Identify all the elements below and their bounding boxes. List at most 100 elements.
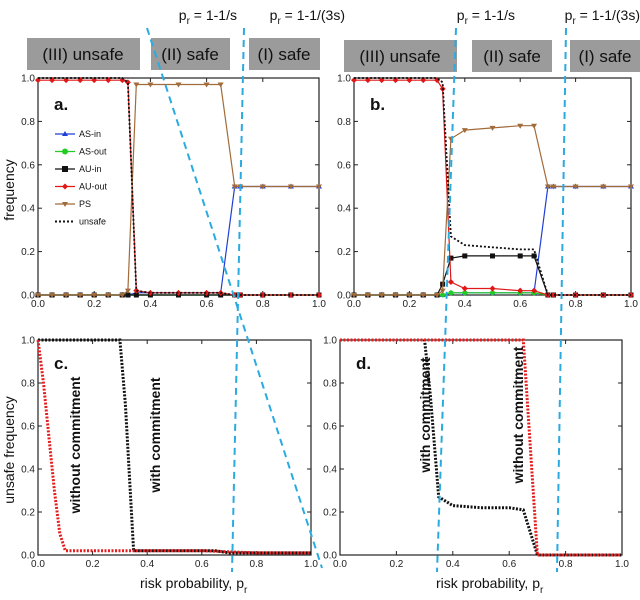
- data-point-au-out: [531, 287, 538, 294]
- data-point-ps: [550, 184, 557, 190]
- x-tick-label: 0.2: [389, 559, 403, 570]
- data-point-ps: [217, 82, 224, 88]
- annotation-with-commitment: with commitment: [417, 357, 433, 473]
- legend: AS-in AS-out AU-in AU-out PS unsafe: [55, 129, 108, 227]
- data-point-ps: [531, 123, 538, 129]
- threshold-label-2: pr = 1-1/(3s): [270, 7, 345, 27]
- legend-marker: [62, 148, 68, 155]
- y-tick-label: 1.0: [21, 74, 35, 85]
- x-tick-label: 0.0: [333, 559, 347, 570]
- data-point-au-in: [462, 253, 468, 259]
- data-point-ps: [572, 184, 579, 190]
- data-point-au-in: [517, 253, 523, 259]
- region-label-safe1-left: (I) safe: [258, 45, 311, 64]
- y-tick-label: 0.4: [337, 204, 351, 215]
- data-point-ps: [600, 184, 607, 190]
- series-line-unsafe: [354, 77, 631, 296]
- data-point-au-out: [147, 289, 154, 296]
- x-tick-label: 0.8: [256, 299, 270, 310]
- y-tick-label: 0.2: [21, 247, 35, 258]
- threshold-dashed-line: [146, 27, 323, 569]
- region-box-safe1-right: [570, 40, 640, 72]
- legend-label: unsafe: [79, 217, 106, 227]
- x-tick-label: 0.8: [569, 299, 583, 310]
- data-point-au-in: [133, 292, 139, 298]
- region-label-safe2-left: (II) safe: [161, 45, 219, 64]
- series-line-without-commitment: [36, 339, 311, 555]
- data-point-au-out: [550, 292, 557, 298]
- data-point-ps: [91, 293, 98, 298]
- data-point-ps: [124, 288, 131, 294]
- threshold-label-1: pr = 1-1/s: [179, 7, 237, 27]
- data-point-ps: [378, 293, 385, 298]
- data-point-au-in: [448, 255, 454, 261]
- panel-label: d.: [356, 354, 371, 373]
- data-point-ps: [203, 82, 210, 88]
- data-point-ps: [287, 184, 294, 190]
- y-tick-label: 0.0: [337, 291, 351, 302]
- x-tick-label: 0.0: [31, 559, 45, 570]
- panel-label: c.: [54, 354, 68, 373]
- data-point-ps: [259, 184, 266, 190]
- x-axis-label-left: risk probability, pr: [140, 575, 248, 596]
- series-line-au-out: [354, 79, 631, 296]
- data-point-ps: [628, 184, 634, 190]
- data-point-ps: [175, 82, 182, 88]
- panel-d: 0.00.0 0.2 0.2 0.4 0.4 0.6 0.6 0.8 0.8 1.0 1.0 d.: [323, 336, 629, 571]
- series-line-as-in: [354, 185, 631, 296]
- x-tick-label: 0.2: [87, 299, 101, 310]
- y-tick-label: 0.6: [337, 160, 351, 171]
- region-label-safe1-right: (I) safe: [579, 47, 632, 66]
- series-line-with-commitment: [340, 338, 622, 557]
- legend-marker: [62, 183, 68, 190]
- x-tick-label: 0.0: [347, 299, 361, 310]
- annotation-without-commitment: without commitment: [67, 376, 83, 514]
- y-tick-label: 0.6: [21, 422, 35, 433]
- legend-marker: [62, 202, 68, 207]
- legend-marker: [62, 166, 68, 172]
- x-tick-label: 0.2: [86, 559, 100, 570]
- y-tick-label: 0.4: [21, 204, 35, 215]
- y-tick-label: 0.2: [21, 508, 35, 519]
- y-axis-label-bottom: unsafe frequency: [1, 396, 17, 503]
- data-point-au-out: [420, 77, 427, 84]
- data-point-ps: [63, 293, 70, 298]
- legend-label: AS-out: [79, 147, 107, 157]
- data-point-ps: [77, 293, 84, 298]
- threshold-dashed-line: [436, 27, 457, 573]
- data-point-ps: [147, 82, 154, 88]
- region-box-safe2-right: [472, 40, 552, 72]
- panel-c: 0.00.0 0.2 0.2 0.4 0.4 0.6 0.6 0.8 0.8 1.0 1.0 c.: [21, 336, 318, 571]
- y-axis-label-top: frequency: [1, 159, 17, 220]
- data-point-au-out: [461, 285, 468, 292]
- x-tick-label: 1.0: [312, 299, 326, 310]
- data-point-au-in: [531, 253, 537, 259]
- x-tick-label: 0.6: [513, 299, 527, 310]
- annotation-without-commitment: without commitment: [510, 346, 526, 484]
- threshold-dashed-line: [231, 27, 245, 573]
- legend-label: AS-in: [79, 129, 101, 139]
- y-tick-label: 1.0: [337, 74, 351, 85]
- data-point-ps: [406, 293, 413, 298]
- y-tick-label: 0.8: [337, 117, 351, 128]
- y-tick-label: 0.2: [323, 508, 337, 519]
- data-point-au-out: [287, 292, 294, 298]
- series-line-without-commitment: [340, 338, 622, 557]
- data-point-ps: [392, 293, 399, 298]
- region-box-unsafe-right: [344, 40, 457, 72]
- data-point-au-out: [175, 289, 182, 296]
- region-label-safe2-right: (II) safe: [483, 47, 541, 66]
- data-point-ps: [420, 293, 427, 298]
- data-point-ps: [434, 293, 441, 298]
- y-tick-label: 1.0: [323, 336, 337, 347]
- x-tick-label: 1.0: [624, 299, 638, 310]
- x-tick-label: 0.2: [402, 299, 416, 310]
- y-tick-label: 0.4: [323, 465, 337, 476]
- data-point-au-out: [447, 278, 454, 285]
- data-point-ps: [133, 82, 140, 88]
- panel-label: b.: [370, 95, 385, 114]
- legend-label: AU-in: [79, 164, 102, 174]
- x-tick-label: 0.4: [143, 299, 157, 310]
- y-tick-label: 0.6: [21, 160, 35, 171]
